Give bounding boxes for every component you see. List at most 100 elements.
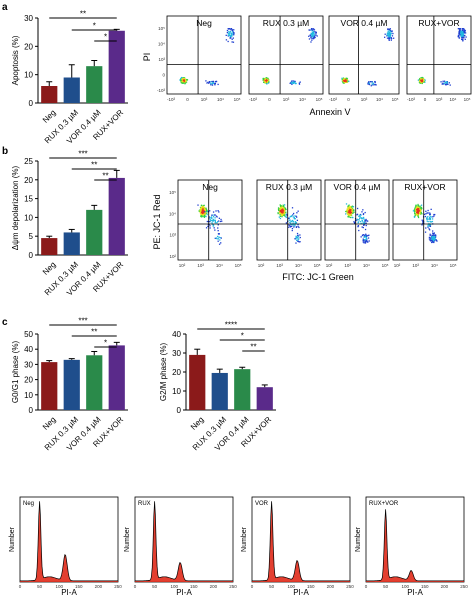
event-dot xyxy=(420,211,422,214)
event-dot xyxy=(357,221,360,223)
event-dot xyxy=(427,215,429,218)
event-dot xyxy=(291,225,293,227)
event-dot xyxy=(365,224,367,227)
event-dot xyxy=(457,34,460,37)
event-dot xyxy=(463,28,465,30)
event-dot xyxy=(352,209,355,211)
event-dot xyxy=(427,220,429,223)
histogram-label: VOR xyxy=(255,501,269,507)
event-dot xyxy=(211,84,214,86)
event-dot xyxy=(360,217,362,219)
event-dot xyxy=(283,211,286,214)
event-dot xyxy=(279,206,282,208)
event-dot xyxy=(415,204,417,207)
event-dot xyxy=(420,208,423,210)
event-dot xyxy=(348,80,350,82)
event-dot xyxy=(419,205,421,207)
event-dot xyxy=(350,214,353,216)
y-tick-label: 0 xyxy=(29,99,34,108)
event-dot xyxy=(313,34,315,36)
bar-4 xyxy=(108,177,125,255)
event-dot xyxy=(316,35,318,37)
event-dot xyxy=(212,218,215,221)
event-dot xyxy=(312,32,315,34)
event-dot xyxy=(421,80,424,82)
event-dot xyxy=(348,216,350,218)
event-dot xyxy=(283,214,285,217)
event-dot xyxy=(429,240,432,242)
event-dot xyxy=(362,238,364,240)
bar-4 xyxy=(108,30,125,103)
y-axis-title: G0/G1 phase (%) xyxy=(11,341,20,404)
flow-y-tick-label: 10⁵ xyxy=(158,26,165,31)
event-dot xyxy=(363,242,365,244)
event-dot xyxy=(458,37,460,39)
event-dot xyxy=(365,218,367,221)
histogram-x-tick-label: 250 xyxy=(346,584,354,589)
event-dot xyxy=(359,220,361,223)
flow-panel: RUX+VOR 10² 10³ 10⁴ 10⁵ xyxy=(392,179,458,268)
event-dot xyxy=(183,80,185,83)
flow-x-tick-label: 0 xyxy=(186,97,189,102)
event-dot xyxy=(228,33,231,35)
event-dot xyxy=(390,31,392,33)
event-dot xyxy=(433,240,436,242)
event-dot xyxy=(288,219,290,221)
event-dot xyxy=(460,32,462,34)
event-dot xyxy=(267,80,269,82)
flow-panel: Neg 10² 10³ 10⁴ 10⁵ 10⁵ 10⁴ 10³ 10² xyxy=(169,179,243,268)
event-dot xyxy=(209,218,211,221)
histogram-x-axis-title: PI-A xyxy=(293,588,309,597)
event-dot xyxy=(184,78,186,81)
histogram-fill xyxy=(20,501,118,582)
event-dot xyxy=(214,214,216,216)
flow-x-axis-title: FITC: JC-1 Green xyxy=(282,272,354,282)
event-dot xyxy=(432,230,434,232)
event-dot xyxy=(218,217,221,219)
event-dot xyxy=(204,214,206,217)
event-dot xyxy=(290,221,292,223)
category-label: Neg xyxy=(189,415,206,432)
event-dot xyxy=(299,241,301,243)
event-dot xyxy=(420,204,423,206)
event-dot xyxy=(266,79,268,81)
event-dot xyxy=(205,208,207,210)
event-dot xyxy=(416,206,418,208)
event-dot xyxy=(291,207,294,209)
event-dot xyxy=(202,215,204,217)
event-dot xyxy=(282,211,284,213)
event-dot xyxy=(443,82,446,85)
event-dot xyxy=(200,216,203,218)
event-dot xyxy=(289,226,292,228)
event-dot xyxy=(415,205,417,207)
event-dot xyxy=(294,218,296,220)
histogram-outline xyxy=(252,501,350,582)
event-dot xyxy=(203,212,205,214)
event-dot xyxy=(389,34,392,37)
event-dot xyxy=(347,80,349,82)
flow-panel-title: RUX+VOR xyxy=(418,18,459,28)
flow-y-tick-label: 10⁴ xyxy=(169,211,176,216)
event-dot xyxy=(295,222,298,224)
event-dot xyxy=(291,223,293,226)
event-dot xyxy=(185,80,187,83)
event-dot xyxy=(230,34,232,36)
event-dot xyxy=(349,205,351,208)
event-dot xyxy=(423,213,426,215)
event-dot xyxy=(364,228,367,231)
event-dot xyxy=(460,28,462,30)
event-dot xyxy=(180,79,182,82)
histogram-frame xyxy=(134,496,234,583)
event-dot xyxy=(289,219,291,221)
event-dot xyxy=(315,33,317,35)
event-dot xyxy=(431,237,433,240)
event-dot xyxy=(292,220,295,223)
flow-panel: Neg -10³ 0 10³ 10⁴ 10⁵ 10⁵ 10⁴ 10³ 0 -10³ xyxy=(157,15,242,102)
event-dot xyxy=(290,215,292,217)
event-dot xyxy=(458,32,460,35)
event-dot xyxy=(353,221,355,223)
event-dot xyxy=(354,221,356,224)
event-dot xyxy=(180,81,182,84)
flow-x-tick-label: 10⁵ xyxy=(316,97,323,102)
